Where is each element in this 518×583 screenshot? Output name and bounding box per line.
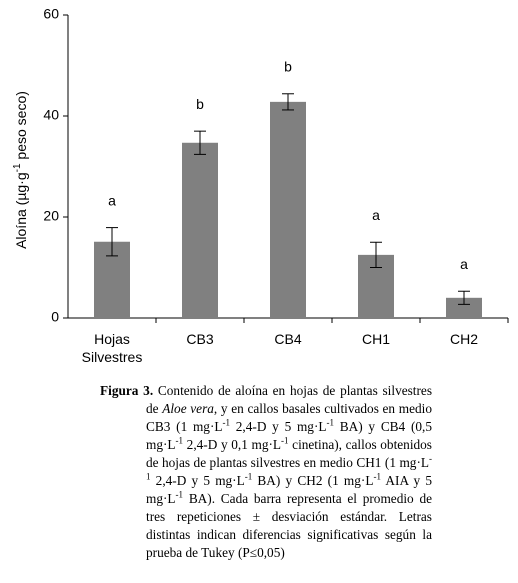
caption-text: BA) y CB4 (0,5 mg·L bbox=[146, 419, 433, 452]
significance-letter: b bbox=[196, 96, 204, 112]
y-axis-label: Aloína (µg·g-1 peso seco) bbox=[12, 91, 29, 249]
bar bbox=[182, 142, 218, 318]
x-tick-label: CH1 bbox=[361, 331, 390, 347]
caption-label: Figura 3. bbox=[100, 383, 154, 398]
significance-letter: b bbox=[284, 58, 292, 74]
y-label-sup: -1 bbox=[12, 163, 23, 172]
y-label-text: Aloína (µg·g bbox=[13, 172, 29, 249]
caption-text: 2,4-D y 5 mg·L bbox=[230, 419, 327, 434]
caption-text: AIA y 5 mg·L bbox=[146, 473, 432, 506]
caption-superscript: -1 bbox=[222, 417, 231, 428]
caption-text: Contenido de aloína en hojas de plantas … bbox=[146, 383, 432, 416]
caption-superscript: -1 bbox=[175, 489, 184, 500]
caption-text: BA) y CH2 (1 mg·L bbox=[252, 473, 374, 488]
y-tick-label: 0 bbox=[51, 309, 59, 325]
caption-text: 2,4-D y 5 mg·L bbox=[150, 473, 245, 488]
figure-caption: Figura 3. Contenido de aloína en hojas d… bbox=[100, 382, 432, 562]
y-tick-label: 40 bbox=[43, 107, 59, 123]
caption-superscript: -1 bbox=[146, 453, 432, 482]
caption-text: BA). Cada barra representa el promedio d… bbox=[146, 491, 432, 560]
caption-text: 2,4-D y 0,1 mg·L bbox=[183, 437, 282, 452]
significance-letter: a bbox=[460, 256, 468, 272]
y-label-text: peso seco) bbox=[13, 91, 29, 163]
caption-text: , y en callos basales cultivados en medi… bbox=[146, 401, 432, 434]
caption-text: cinetina), callos obtenidos de hojas de … bbox=[146, 437, 432, 470]
caption-superscript: -1 bbox=[326, 417, 335, 428]
caption-superscript: -1 bbox=[281, 435, 289, 446]
y-tick-label: 20 bbox=[43, 208, 59, 224]
y-tick-label: 60 bbox=[43, 6, 59, 22]
x-tick-label: CB3 bbox=[186, 331, 214, 347]
chart: Aloína (µg·g-1 peso seco) 0 20 40 60 a b b a a bbox=[12, 6, 509, 325]
bar bbox=[270, 101, 306, 318]
caption-superscript: -1 bbox=[175, 435, 184, 446]
significance-letter: a bbox=[108, 192, 116, 208]
caption-italic: Aloe vera bbox=[162, 401, 214, 416]
x-tick-label: CH2 bbox=[449, 331, 478, 347]
bar bbox=[446, 297, 482, 318]
caption-superscript: -1 bbox=[373, 471, 381, 482]
significance-letter: a bbox=[372, 207, 380, 223]
x-tick-label: Hojas Silvestres bbox=[81, 331, 143, 365]
x-tick-label: CB4 bbox=[274, 331, 302, 347]
caption-superscript: -1 bbox=[244, 471, 253, 482]
